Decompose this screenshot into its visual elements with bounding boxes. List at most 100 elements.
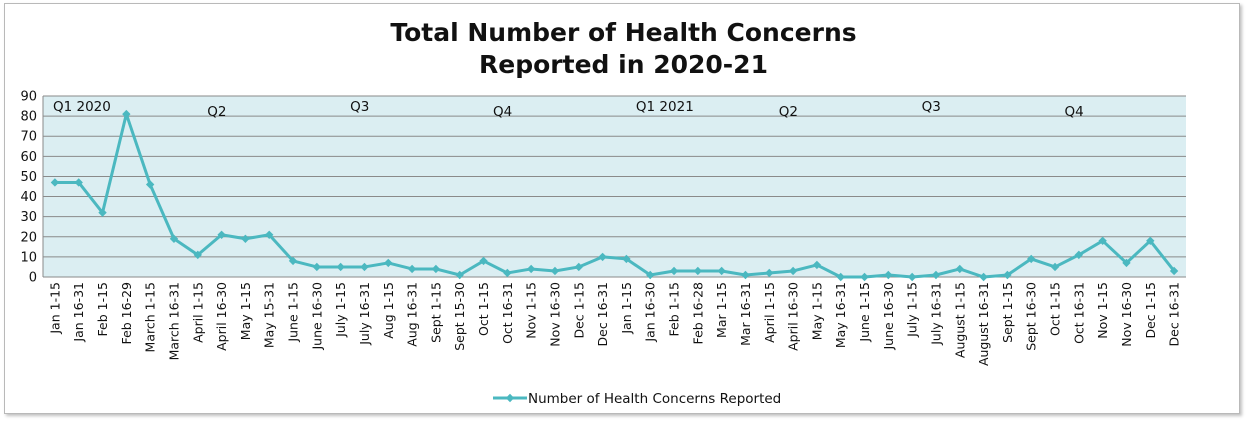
data-point	[598, 252, 607, 262]
data-point	[860, 272, 869, 282]
x-tick-label: April 16-30	[786, 282, 801, 351]
x-tick-label: Dec 1-15	[1143, 282, 1158, 339]
y-tick-label: 70	[20, 130, 37, 145]
data-point	[50, 178, 60, 187]
legend-label: Number of Health Concerns Reported	[528, 391, 781, 407]
legend-marker	[505, 393, 515, 403]
chart-title-line-1: Total Number of Health Concerns	[390, 18, 857, 47]
x-tick-label: May 1-15	[809, 282, 824, 340]
period-annotation: Q4	[493, 104, 512, 120]
chart-title-line-2: Reported in 2020-21	[479, 50, 768, 79]
x-tick-label: Oct 1-15	[1048, 282, 1063, 336]
x-tick-label: Dec 16-31	[1167, 282, 1182, 346]
x-tick-label: July 16-31	[357, 282, 372, 346]
data-point	[693, 266, 703, 276]
data-point	[1003, 270, 1012, 280]
x-tick-label: Nov 1-15	[524, 282, 539, 339]
data-point	[98, 208, 107, 217]
x-tick-label: Sept 16-30	[1024, 282, 1039, 351]
x-tick-label: March 16-31	[166, 282, 181, 360]
data-point	[265, 230, 274, 239]
x-tick-label: Feb 1-15	[667, 282, 682, 336]
data-point	[1027, 254, 1036, 264]
x-tick-label: Oct 16-31	[1071, 282, 1086, 344]
x-tick-label: May 15-31	[262, 282, 277, 348]
data-point	[1050, 262, 1060, 272]
data-point	[503, 268, 512, 278]
x-tick-label: June 1-15	[857, 282, 872, 343]
data-point	[550, 266, 560, 276]
y-tick-label: 10	[20, 250, 37, 265]
data-point	[122, 109, 131, 119]
period-annotation: Q3	[350, 99, 369, 115]
y-tick-label: 20	[20, 230, 37, 245]
data-point	[479, 256, 488, 266]
data-point	[717, 266, 726, 276]
data-point	[360, 262, 369, 272]
x-tick-label: Oct 1-15	[476, 282, 491, 336]
data-point	[1074, 250, 1084, 260]
period-annotation: Q3	[922, 99, 941, 115]
chart-title: Total Number of Health Concerns Reported…	[0, 17, 1247, 81]
x-tick-label: Jan 1-15	[619, 282, 634, 335]
data-point	[669, 266, 679, 276]
x-tick-label: April 1-15	[762, 282, 777, 343]
x-tick-label: May 1-15	[238, 282, 253, 340]
data-point	[169, 234, 179, 243]
data-point	[884, 270, 893, 280]
data-point	[836, 272, 845, 282]
data-point	[931, 270, 941, 280]
x-tick-label: June 1-15	[286, 282, 301, 343]
x-tick-label: Sept 1-15	[1000, 282, 1015, 343]
x-tick-label: Feb 1-15	[95, 282, 110, 336]
x-tick-label: August 1-15	[952, 282, 967, 358]
y-tick-label: 40	[20, 190, 37, 205]
period-annotation: Q1 2020	[53, 99, 111, 115]
data-point	[74, 178, 83, 187]
data-point	[622, 254, 631, 264]
y-tick-label: 80	[20, 110, 37, 125]
x-tick-label: Dec 1-15	[571, 282, 586, 339]
data-point	[574, 262, 583, 272]
x-tick-label: Sept 15-30	[452, 282, 467, 351]
period-annotation: Q2	[779, 104, 798, 120]
data-point	[1098, 236, 1107, 245]
x-tick-label: July 1-15	[905, 282, 920, 338]
x-tick-label: Aug 16-31	[405, 282, 420, 347]
x-tick-label: Dec 16-31	[595, 282, 610, 346]
data-point	[1169, 266, 1179, 276]
data-point	[741, 270, 750, 280]
x-tick-label: Mar 1-15	[714, 282, 729, 338]
y-tick-label: 90	[20, 90, 37, 105]
x-tick-label: Aug 1-15	[381, 282, 396, 339]
y-tick-label: 50	[20, 170, 37, 185]
x-tick-label: Nov 16-30	[1119, 282, 1134, 347]
series-line	[54, 112, 1176, 279]
data-point	[145, 180, 155, 189]
data-point	[788, 266, 798, 276]
period-annotation: Q2	[207, 104, 226, 120]
data-point	[217, 230, 226, 239]
data-point	[646, 270, 655, 280]
x-tick-label: Jan 16-30	[643, 282, 658, 343]
x-tick-label: April 16-30	[214, 282, 229, 351]
data-point	[336, 262, 345, 272]
y-tick-label: 0	[29, 271, 37, 286]
data-point	[384, 258, 393, 268]
x-tick-label: Oct 16-31	[500, 282, 515, 344]
x-tick-label: Jan 16-31	[71, 282, 86, 343]
x-tick-label: April 1-15	[190, 282, 205, 343]
x-tick-label: August 16-31	[976, 282, 991, 366]
x-tick-label: May 16-31	[833, 282, 848, 348]
x-tick-label: Sept 1-15	[428, 282, 443, 343]
data-point	[312, 262, 322, 272]
x-tick-label: July 16-31	[928, 282, 943, 346]
period-annotation: Q4	[1065, 104, 1084, 120]
data-point	[431, 264, 441, 274]
data-point	[193, 250, 202, 260]
x-tick-label: June 16-30	[881, 282, 896, 351]
data-point	[241, 234, 250, 243]
x-tick-label: March 1-15	[143, 282, 158, 352]
x-tick-label: Feb 16-29	[119, 282, 134, 344]
